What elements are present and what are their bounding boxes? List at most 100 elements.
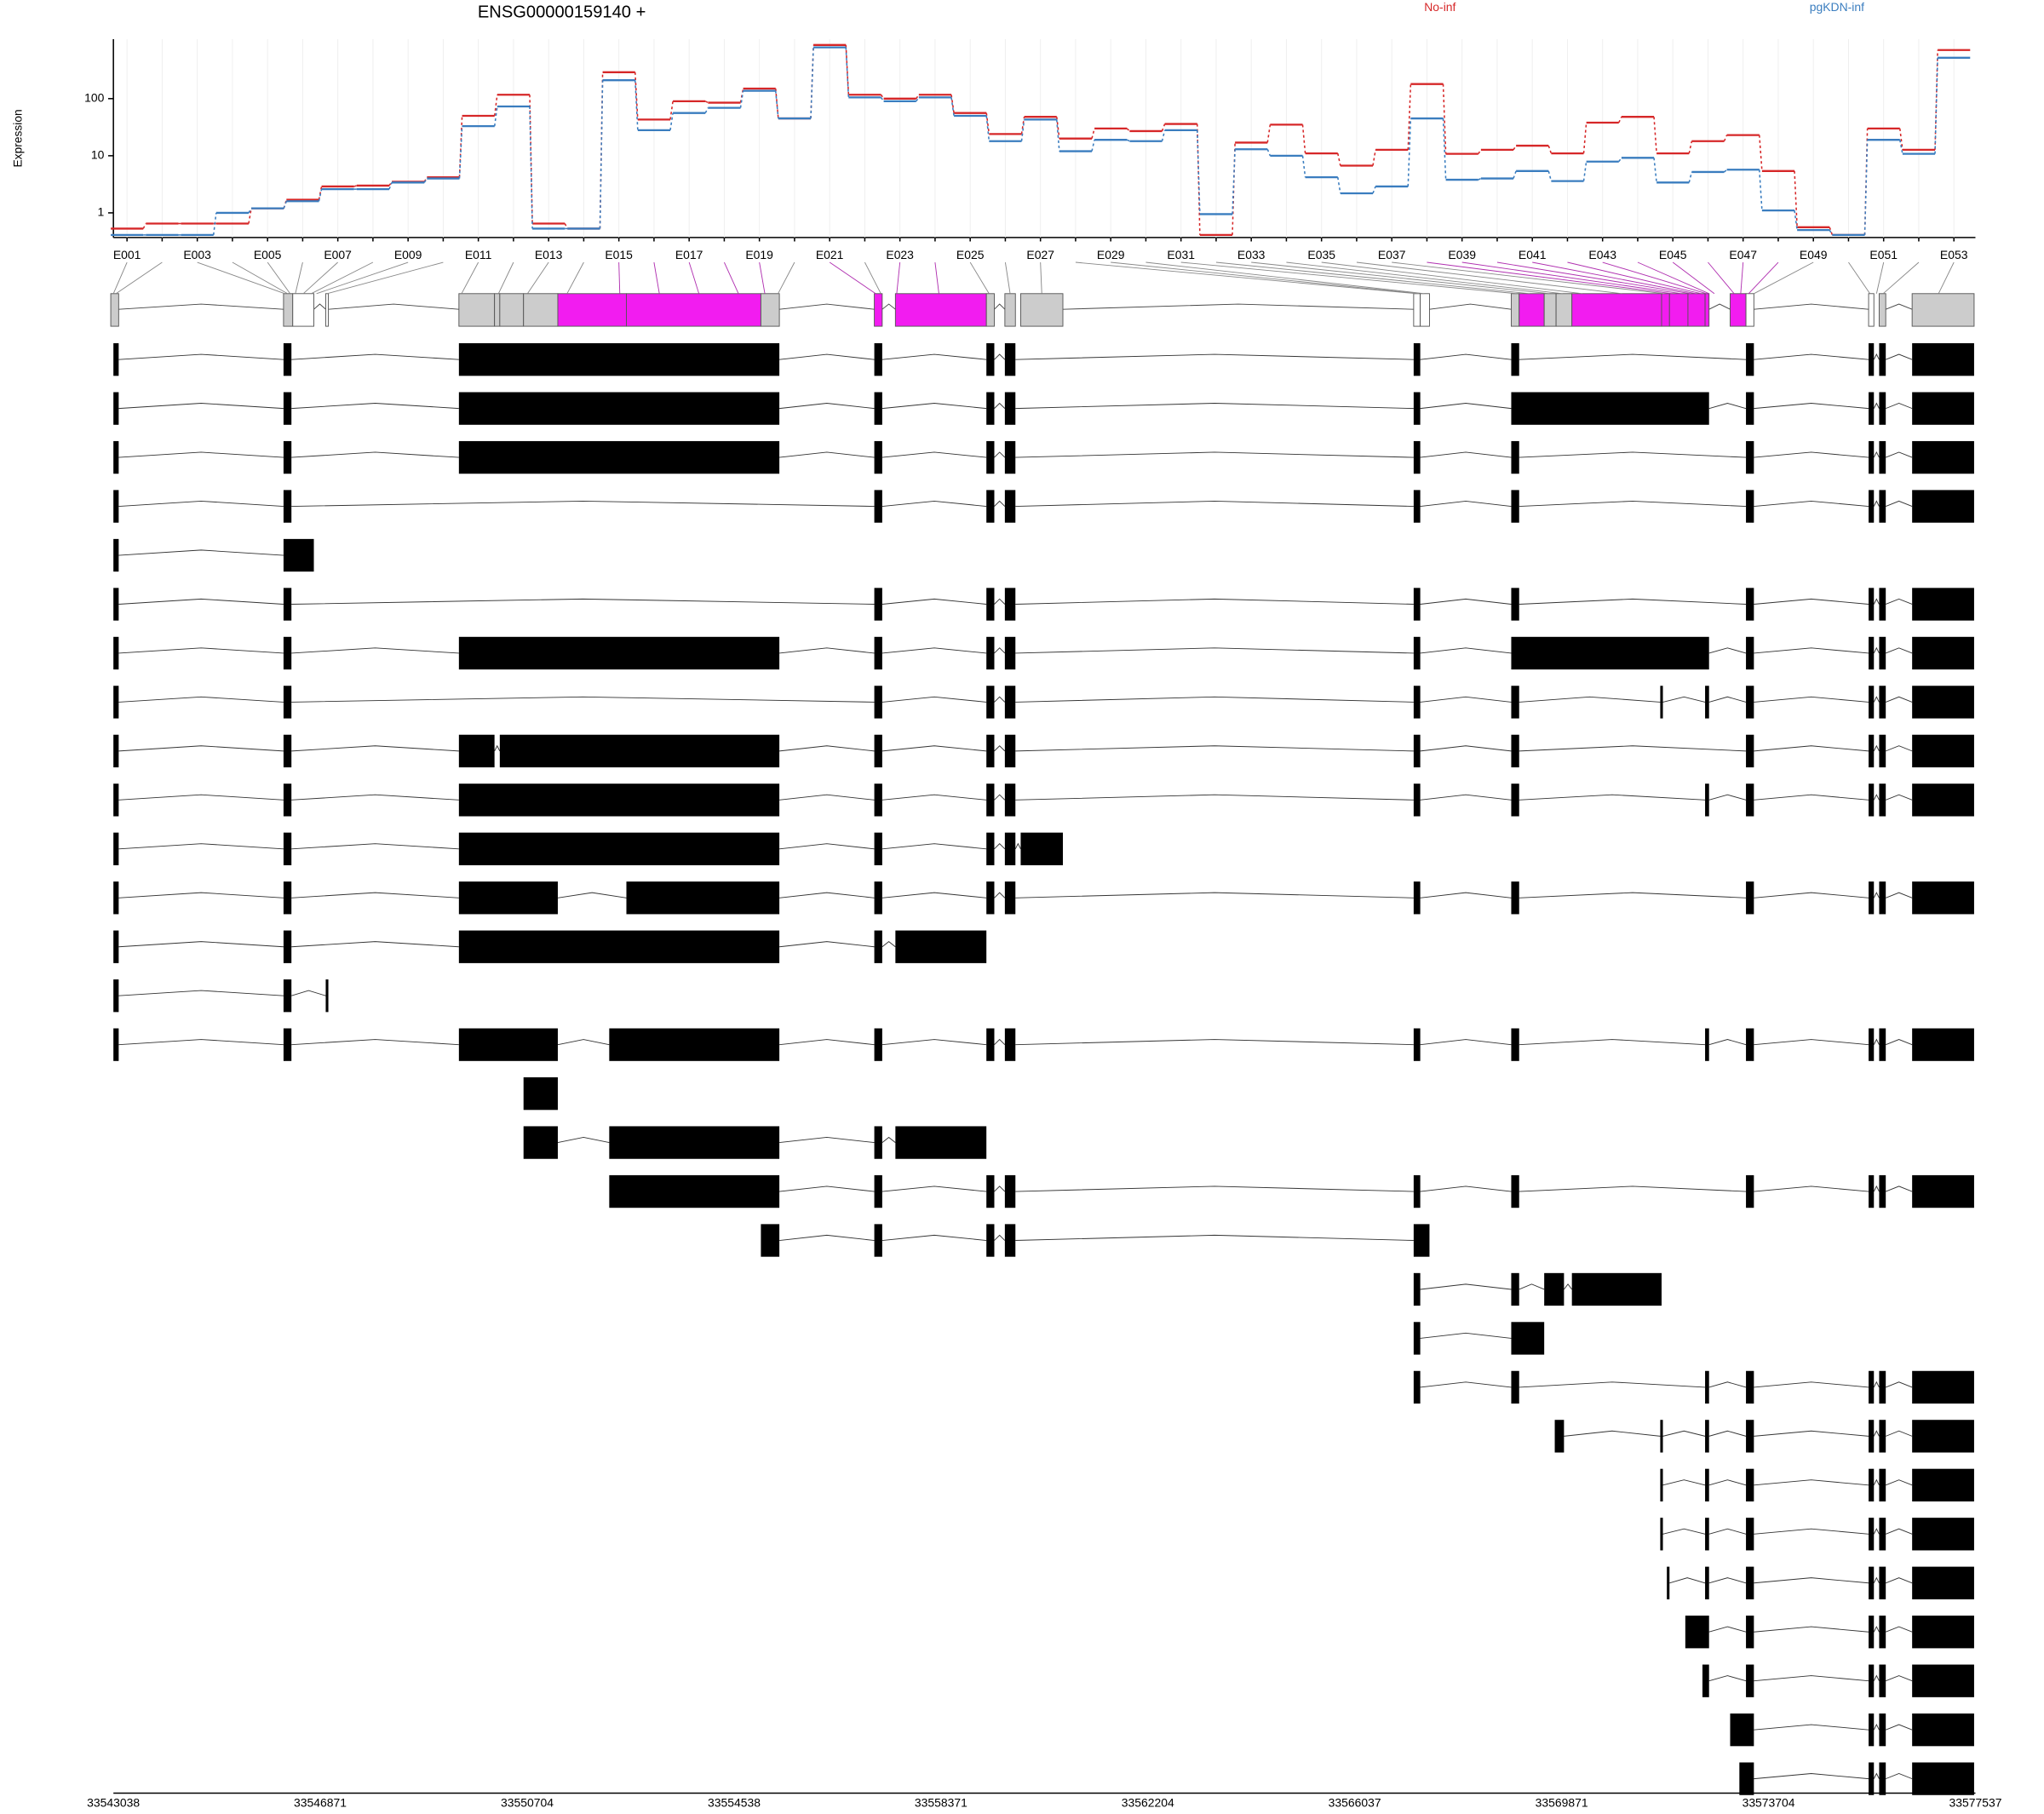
genome-tick-label: 33577537 — [1949, 1795, 2001, 1809]
transcript-exon — [113, 1028, 119, 1061]
transcript-exon — [1912, 881, 1974, 915]
transcript-exon — [113, 636, 119, 670]
transcript-exon — [874, 784, 882, 817]
intron-line — [1519, 1185, 1747, 1192]
step-connector — [1337, 152, 1341, 166]
step-connector — [810, 47, 814, 119]
intron-line — [994, 745, 1006, 752]
exon-connector — [618, 261, 621, 294]
intron-line — [779, 1234, 875, 1241]
step-connector — [1161, 129, 1166, 141]
intron-line — [1519, 500, 1747, 508]
transcript-exon — [1912, 1468, 1974, 1501]
transcript-exon — [986, 832, 995, 865]
step-connector — [1266, 124, 1272, 143]
genome-tick-label: 33550704 — [501, 1795, 554, 1809]
transcript-exon — [1879, 1420, 1886, 1453]
intron-line — [1420, 745, 1512, 752]
transcript-exon — [1912, 490, 1974, 523]
transcript-exon — [113, 832, 119, 865]
exon-connector — [112, 261, 128, 294]
intron-line — [1015, 500, 1414, 508]
transcript-exon — [1912, 392, 1974, 425]
transcript-exon — [1511, 1272, 1519, 1306]
gene-model-bin — [1019, 293, 1064, 327]
transcript-exon — [1746, 490, 1754, 523]
step-connector — [388, 181, 393, 187]
transcript-exon — [1571, 1272, 1662, 1306]
intron-line — [1420, 794, 1512, 801]
intron-line — [118, 892, 284, 898]
transcript-exon — [1705, 1028, 1709, 1061]
transcript-exon — [1705, 1468, 1709, 1501]
transcript-exon — [113, 979, 119, 1013]
transcript-exon — [1511, 440, 1519, 474]
intron-line — [118, 1039, 284, 1046]
exon-connector — [267, 261, 291, 295]
x-tick-label: E025 — [956, 248, 985, 261]
transcript-exon — [499, 734, 780, 768]
step-connector — [985, 115, 990, 141]
intron-line — [1015, 1234, 1414, 1241]
intron-line — [1873, 892, 1880, 898]
x-tick-label: E037 — [1378, 248, 1406, 261]
exon-connector — [1145, 261, 1425, 295]
step-connector — [1582, 122, 1588, 154]
gene-model-bin — [1704, 293, 1710, 327]
gene-intron — [779, 303, 875, 310]
transcript-exon — [1879, 1566, 1886, 1599]
genome-tick-label: 33573704 — [1743, 1795, 1795, 1809]
x-tick-label: E003 — [183, 248, 211, 261]
step-connector — [1020, 119, 1025, 141]
intron-line — [1662, 696, 1706, 703]
transcript-exon — [1413, 588, 1421, 621]
transcript-exon — [1413, 1370, 1421, 1404]
transcript-exon — [1879, 1762, 1886, 1795]
transcript-exon — [1869, 588, 1875, 621]
transcript-exon — [626, 881, 780, 915]
exon-connector — [1637, 261, 1709, 295]
x-tick-label: E047 — [1729, 248, 1757, 261]
gene-model-bin — [292, 293, 314, 327]
transcript-exon — [1511, 588, 1519, 621]
intron-line — [291, 353, 459, 360]
transcript-exon — [1912, 588, 1974, 621]
transcript-exon — [113, 440, 119, 474]
transcript-exon — [874, 1224, 882, 1257]
transcript-exon — [874, 1028, 882, 1061]
transcript-exon — [986, 1028, 995, 1061]
step-connector — [318, 186, 323, 200]
gene-model-bin — [110, 293, 119, 327]
intron-line — [1519, 696, 1661, 703]
gene-intron — [1062, 303, 1414, 310]
intron-line — [1708, 1577, 1747, 1584]
exon-connector — [1040, 261, 1042, 294]
intron-line — [881, 892, 987, 898]
gene-intron — [1754, 303, 1869, 310]
intron-line — [1754, 1185, 1869, 1192]
intron-line — [1420, 500, 1512, 508]
intron-line — [779, 353, 875, 360]
intron-line — [1886, 1479, 1913, 1486]
transcript-exon — [1869, 1518, 1875, 1551]
x-tick-label: E053 — [1940, 248, 1968, 261]
transcript-exon — [458, 343, 780, 376]
intron-line — [779, 941, 875, 948]
step-connector — [1653, 158, 1657, 183]
transcript-exon — [874, 881, 882, 915]
intron-line — [557, 1039, 610, 1046]
y-tick-label: 1 — [98, 205, 105, 219]
transcript-exon — [986, 784, 995, 817]
transcript-exon — [1746, 1518, 1754, 1551]
intron-line — [1669, 1577, 1706, 1584]
transcript-exon — [1730, 1714, 1754, 1747]
intron-line — [1754, 451, 1869, 458]
transcript-exon — [1746, 1468, 1754, 1501]
transcript-exon — [113, 538, 119, 572]
genome-tick-label: 33569871 — [1536, 1795, 1588, 1809]
transcript-exon — [113, 734, 119, 768]
transcript-exon — [1746, 343, 1754, 376]
genome-tick-label: 33543038 — [87, 1795, 140, 1809]
intron-line — [1886, 1039, 1913, 1046]
transcript-exon — [1869, 1028, 1875, 1061]
